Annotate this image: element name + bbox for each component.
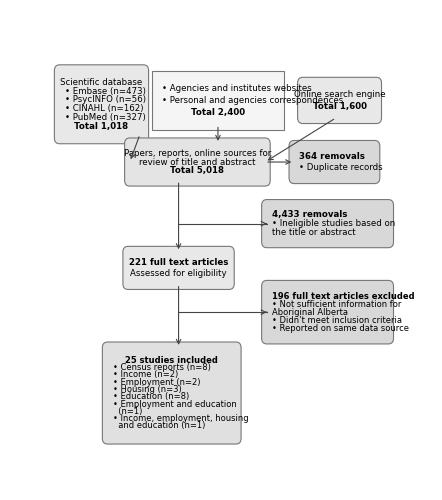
Text: Assessed for eligibility: Assessed for eligibility: [130, 269, 227, 278]
Text: • Employment (n=2): • Employment (n=2): [113, 378, 200, 386]
Text: Total 5,018: Total 5,018: [171, 166, 225, 175]
Text: 221 full text articles: 221 full text articles: [129, 258, 228, 267]
Text: • Personal and agencies correspondences: • Personal and agencies correspondences: [162, 96, 343, 105]
Text: (n=1): (n=1): [113, 407, 142, 416]
Text: and education (n=1): and education (n=1): [113, 422, 205, 430]
Text: • Ineligible studies based on: • Ineligible studies based on: [272, 219, 395, 228]
Text: Total 1,018: Total 1,018: [74, 122, 129, 131]
Text: the title or abstract: the title or abstract: [272, 228, 355, 237]
Text: Online search engine: Online search engine: [294, 90, 385, 99]
Text: Aboriginal Alberta: Aboriginal Alberta: [272, 308, 348, 316]
Text: Total 1,600: Total 1,600: [312, 102, 366, 111]
FancyBboxPatch shape: [125, 138, 270, 186]
Text: • Duplicate records: • Duplicate records: [299, 163, 383, 172]
Text: review of title and abstract: review of title and abstract: [139, 158, 255, 166]
FancyBboxPatch shape: [103, 342, 241, 444]
Text: Total 2,400: Total 2,400: [191, 108, 245, 116]
Text: • PsycINFO (n=56): • PsycINFO (n=56): [65, 96, 146, 104]
Text: • CINAHL (n=162): • CINAHL (n=162): [65, 104, 143, 113]
FancyBboxPatch shape: [262, 200, 393, 248]
FancyBboxPatch shape: [152, 70, 284, 130]
Text: • Income, employment, housing: • Income, employment, housing: [113, 414, 248, 423]
Text: Scientific database: Scientific database: [61, 78, 143, 86]
Text: • Employment and education: • Employment and education: [113, 400, 236, 408]
Text: 4,433 removals: 4,433 removals: [272, 210, 347, 219]
Text: • Embase (n=473): • Embase (n=473): [65, 86, 145, 96]
Text: • PubMed (n=327): • PubMed (n=327): [65, 113, 145, 122]
FancyBboxPatch shape: [123, 246, 234, 290]
Text: 196 full text articles excluded: 196 full text articles excluded: [272, 292, 415, 300]
Text: • Housing (n=3): • Housing (n=3): [113, 385, 181, 394]
Text: • Education (n=8): • Education (n=8): [113, 392, 189, 401]
Text: • Agencies and institutes websites: • Agencies and institutes websites: [162, 84, 312, 93]
Text: 25 studies included: 25 studies included: [125, 356, 218, 364]
Text: • Reported on same data source: • Reported on same data source: [272, 324, 409, 332]
Text: • Didn’t meet inclusion criteria: • Didn’t meet inclusion criteria: [272, 316, 402, 324]
Text: 364 removals: 364 removals: [299, 152, 365, 161]
Text: • Income (n=2): • Income (n=2): [113, 370, 178, 379]
Text: Papers, reports, online sources for: Papers, reports, online sources for: [124, 148, 271, 158]
FancyBboxPatch shape: [289, 140, 380, 184]
FancyBboxPatch shape: [54, 65, 149, 144]
Text: • Census reports (n=8): • Census reports (n=8): [113, 363, 210, 372]
FancyBboxPatch shape: [262, 280, 393, 344]
FancyBboxPatch shape: [297, 78, 381, 124]
Text: • Not sufficient information for: • Not sufficient information for: [272, 300, 401, 308]
